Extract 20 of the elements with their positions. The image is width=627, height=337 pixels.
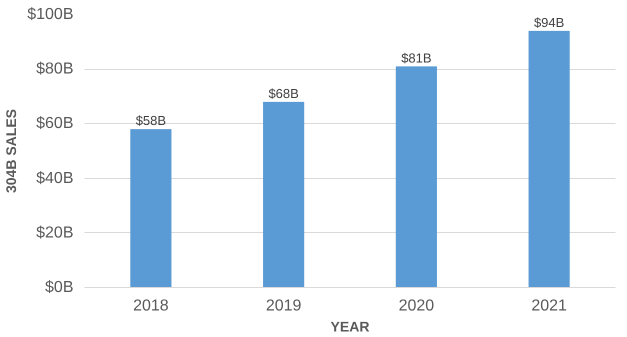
bar — [396, 66, 437, 288]
y-axis-title: 304B SALES — [3, 108, 20, 194]
y-tick-label: $60B — [36, 115, 74, 132]
data-label: $58B — [136, 113, 166, 128]
x-tick-label: 2021 — [531, 298, 568, 314]
y-tick-label: $100B — [27, 6, 74, 23]
x-tick-label: 2018 — [133, 298, 169, 314]
y-tick-label: $40B — [36, 170, 74, 187]
x-tick-label: 2020 — [398, 298, 434, 314]
bar — [528, 30, 570, 288]
data-label: $68B — [268, 86, 299, 101]
y-tick-label: $0B — [45, 279, 74, 296]
x-axis-title: YEAR — [330, 318, 370, 334]
bar — [130, 129, 172, 288]
y-tick-label: $20B — [36, 224, 74, 242]
data-label: $81B — [401, 50, 432, 66]
data-label: $94B — [534, 14, 564, 30]
bar — [263, 102, 304, 288]
y-tick-label: $80B — [36, 60, 74, 78]
x-tick-label: 2019 — [266, 298, 302, 314]
